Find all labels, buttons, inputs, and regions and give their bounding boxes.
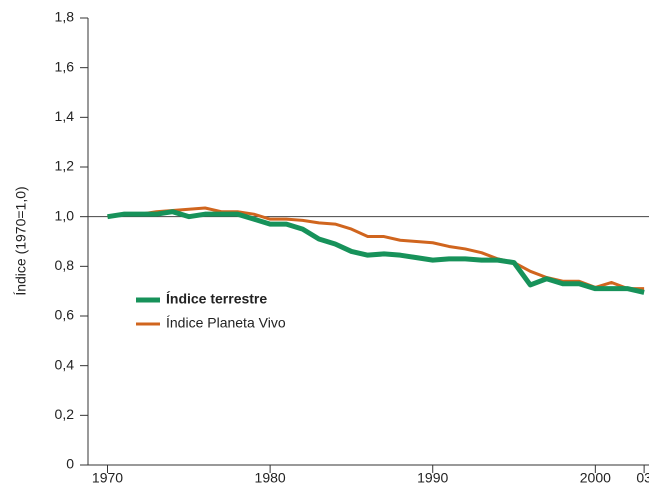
y-tick-label: 0,4 (55, 356, 75, 372)
y-tick-label: 1,4 (55, 108, 75, 124)
legend-label: Índice Planeta Vivo (166, 315, 286, 331)
y-tick-label: 0,8 (55, 257, 75, 273)
series-line (107, 209, 645, 295)
y-tick-label: 1,2 (55, 158, 75, 174)
y-axis-label: Índice (1970=1,0) (13, 186, 29, 295)
y-tick-label: 0,6 (55, 307, 75, 323)
y-tick-label: 1,8 (55, 9, 75, 25)
x-tick-label: 1990 (417, 470, 448, 486)
y-tick-label: 0 (66, 456, 74, 472)
x-tick-label: 2000 (580, 470, 611, 486)
legend-label: Índice terrestre (166, 291, 267, 307)
y-tick-label: 1,6 (55, 58, 75, 74)
x-tick-label: 1980 (255, 470, 286, 486)
y-tick-label: 1,0 (55, 207, 75, 223)
x-tick-label: 1970 (92, 470, 123, 486)
y-tick-label: 0,2 (55, 406, 75, 422)
series-line (107, 206, 645, 291)
x-tick-label: 03 (636, 470, 649, 486)
